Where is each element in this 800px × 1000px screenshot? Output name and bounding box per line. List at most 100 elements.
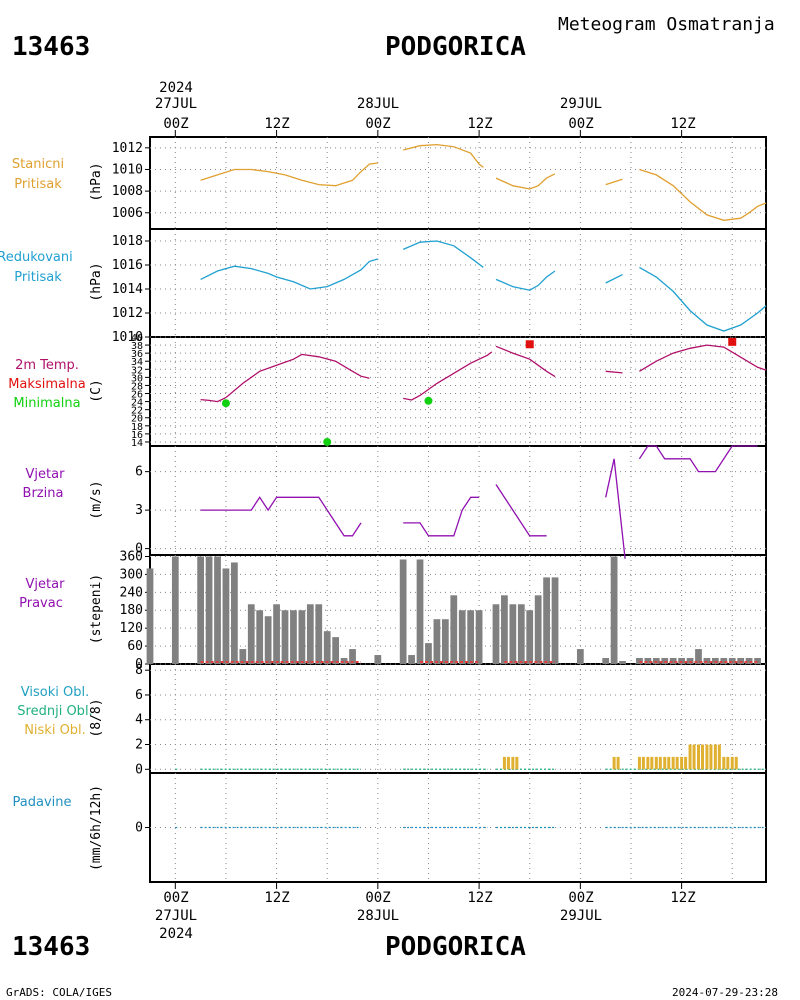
wind-speed-line	[638, 445, 758, 473]
low-cloud-bar	[654, 756, 658, 770]
ylabel-temperature: (C)	[89, 379, 104, 402]
low-cloud-bar	[709, 744, 713, 770]
day-label-bottom-1: 27JUL	[155, 908, 197, 924]
reduced-pressure-line	[495, 270, 556, 291]
day-label-bottom-3: 29JUL	[560, 908, 602, 924]
wind-direction-bar	[306, 604, 314, 664]
wind-direction-bar	[171, 556, 179, 664]
wind-direction-bar	[433, 619, 441, 664]
wind-direction-bar	[239, 649, 247, 664]
low-cloud-bar	[722, 756, 726, 770]
low-cloud-bar	[696, 744, 700, 770]
credit-text: GrADS: COLA/IGES	[6, 986, 112, 999]
label-redukovani: Redukovani	[0, 250, 73, 265]
temperature-line	[403, 351, 493, 401]
low-cloud-bar	[730, 756, 734, 770]
tick-label-top-1: 12Z	[264, 116, 289, 132]
wind-direction-bar	[754, 658, 761, 664]
wind-direction-bar	[517, 604, 525, 664]
wind-direction-bar	[720, 658, 728, 664]
low-cloud-bar	[515, 756, 519, 770]
label-padavine: Padavine	[13, 795, 72, 810]
wind-direction-bar	[619, 661, 626, 664]
y-tick-label: 1012	[112, 306, 143, 321]
meteogram-title: Meteogram Osmatranja	[558, 14, 775, 35]
wind-direction-bar	[298, 610, 306, 664]
wind-direction-bar	[332, 637, 340, 664]
low-cloud-bar	[726, 756, 730, 770]
wind-direction-bar	[214, 556, 221, 664]
y-tick-label: 180	[120, 603, 143, 618]
y-tick-label: 1016	[112, 258, 143, 273]
label-vjetar-2: Vjetar	[26, 577, 66, 592]
station-name-bottom: PODGORICA	[385, 932, 526, 962]
low-cloud-bar	[671, 756, 675, 770]
y-tick-label: 3	[135, 503, 143, 518]
station-pressure-line	[639, 168, 767, 221]
low-cloud-bar	[688, 744, 692, 770]
y-tick-label: 34	[131, 357, 143, 368]
wind-direction-bar	[509, 604, 517, 664]
label-vjetar-1: Vjetar	[26, 467, 66, 482]
wind-direction-bar	[315, 604, 323, 664]
low-cloud-bar	[663, 756, 667, 770]
y-tick-label: 1012	[112, 141, 143, 156]
y-tick-label: 240	[120, 585, 143, 600]
wind-direction-bar	[349, 649, 356, 664]
low-cloud-bar	[713, 744, 717, 770]
low-cloud-bar	[680, 756, 684, 770]
y-tick-label: 8	[135, 663, 143, 678]
wind-direction-bar	[256, 610, 264, 664]
y-tick-label: 1010	[112, 330, 143, 345]
year-label-bottom: 2024	[159, 926, 193, 942]
low-cloud-bar	[616, 756, 620, 770]
wind-direction-bar	[695, 649, 702, 664]
tick-label-bottom-1: 12Z	[264, 890, 289, 906]
tick-label-top-2: 00Z	[365, 116, 390, 132]
tick-label-bottom-3: 12Z	[467, 890, 492, 906]
day-label-top-1: 27JUL	[155, 96, 197, 112]
y-tick-label: 0	[135, 542, 143, 557]
wind-direction-bar	[475, 610, 483, 664]
wind-direction-bar	[408, 655, 415, 664]
y-tick-label: 38	[131, 341, 143, 352]
y-tick-label: 28	[131, 381, 143, 392]
low-cloud-bar	[511, 756, 515, 770]
wind-direction-bar	[205, 556, 213, 664]
low-cloud-bar	[675, 756, 679, 770]
ylabel-precipitation: (mm/6h/12h)	[89, 785, 104, 871]
y-tick-label: 0	[135, 657, 143, 672]
low-cloud-bar	[692, 744, 696, 770]
plot-area: 1006 1008 1010 1012 1010 1012 1014 1016 1018 1416…	[112, 130, 767, 889]
y-tick-label: 0	[135, 762, 143, 777]
label-maksimalna: Maksimalna	[8, 377, 86, 392]
y-tick-label: 2	[135, 738, 143, 753]
wind-direction-bar	[416, 559, 424, 664]
y-tick-label: 0	[135, 821, 143, 836]
label-pravac: Pravac	[19, 596, 63, 611]
y-tick-label: 30	[131, 373, 143, 384]
wind-direction-bar	[281, 610, 289, 664]
station-id-top: 13463	[12, 32, 90, 62]
station-id-bottom: 13463	[12, 932, 90, 962]
ylabel-station-pressure: (hPa)	[89, 162, 104, 201]
low-cloud-bar	[684, 756, 688, 770]
tick-label-bottom-4: 00Z	[568, 890, 593, 906]
wind-speed-line	[605, 458, 626, 559]
low-cloud-bar	[705, 744, 709, 770]
wind-direction-bar	[450, 595, 458, 664]
y-tick-label: 22	[131, 406, 143, 417]
y-tick-label: 1014	[112, 282, 143, 297]
label-brzina: Brzina	[23, 486, 64, 501]
y-tick-label: 1008	[112, 184, 143, 199]
y-tick-label: 360	[120, 549, 143, 564]
station-pressure-line	[403, 143, 484, 168]
low-cloud-bar	[667, 756, 671, 770]
wind-direction-bar	[644, 658, 652, 664]
wind-direction-bar	[146, 568, 154, 664]
y-tick-label: 6	[135, 688, 143, 703]
label-pritisak-2: Pritisak	[14, 270, 62, 285]
y-tick-label: 26	[131, 390, 143, 401]
label-stanicni: Stanicni	[12, 157, 64, 172]
tick-label-bottom-2: 00Z	[365, 890, 390, 906]
